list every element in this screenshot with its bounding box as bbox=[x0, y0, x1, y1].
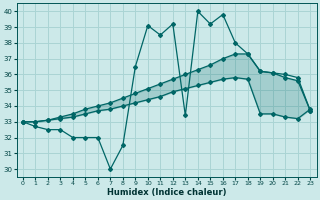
X-axis label: Humidex (Indice chaleur): Humidex (Indice chaleur) bbox=[107, 188, 226, 197]
